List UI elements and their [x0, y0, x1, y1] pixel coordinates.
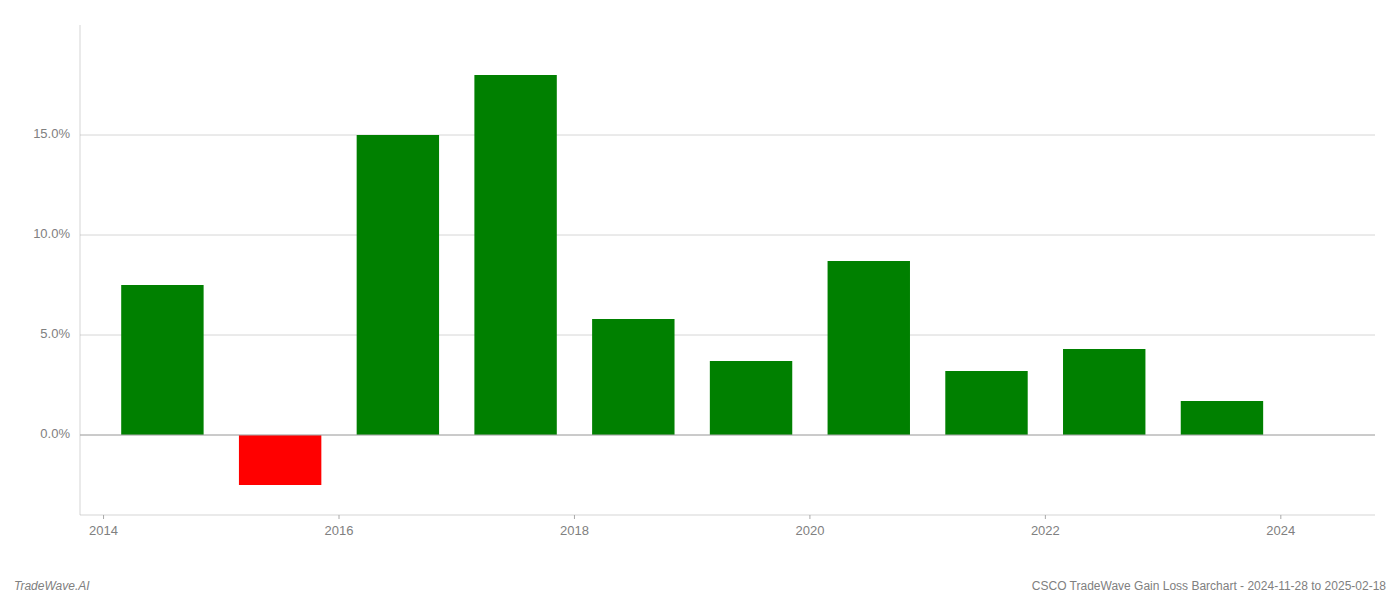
- y-axis-line: [80, 25, 81, 515]
- bar: [592, 319, 674, 435]
- x-tick: [1280, 515, 1281, 519]
- x-tick-label: 2018: [560, 523, 589, 538]
- bar: [1181, 401, 1263, 435]
- grid-line: [80, 235, 1375, 236]
- zero-line: [80, 435, 1375, 436]
- x-tick: [1045, 515, 1046, 519]
- x-axis-line: [80, 515, 1375, 516]
- x-tick: [809, 515, 810, 519]
- y-tick-label: 5.0%: [40, 326, 70, 341]
- x-tick: [103, 515, 104, 519]
- x-tick: [339, 515, 340, 519]
- bar: [1063, 349, 1145, 435]
- y-tick-label: 0.0%: [40, 426, 70, 441]
- bar: [121, 285, 203, 435]
- x-tick-label: 2022: [1031, 523, 1060, 538]
- bar: [945, 371, 1027, 435]
- bar: [710, 361, 792, 435]
- x-tick-label: 2020: [795, 523, 824, 538]
- x-tick: [574, 515, 575, 519]
- grid-line: [80, 435, 1375, 436]
- x-tick-label: 2024: [1266, 523, 1295, 538]
- bar: [357, 135, 439, 435]
- bar: [828, 261, 910, 435]
- bar: [474, 75, 556, 435]
- footer-right: CSCO TradeWave Gain Loss Barchart - 2024…: [1032, 579, 1387, 593]
- x-tick-label: 2014: [89, 523, 118, 538]
- footer-left: TradeWave.AI: [14, 579, 90, 593]
- x-tick-label: 2016: [325, 523, 354, 538]
- grid-line: [80, 335, 1375, 336]
- chart: 0.0% 5.0% 10.0% 15.0% 2014 2016 2018 2020 2022 20…: [0, 0, 1400, 600]
- y-tick-label: 10.0%: [33, 226, 70, 241]
- grid-line: [80, 135, 1375, 136]
- bar: [239, 435, 321, 485]
- bars: [121, 75, 1263, 485]
- y-tick-label: 15.0%: [33, 126, 70, 141]
